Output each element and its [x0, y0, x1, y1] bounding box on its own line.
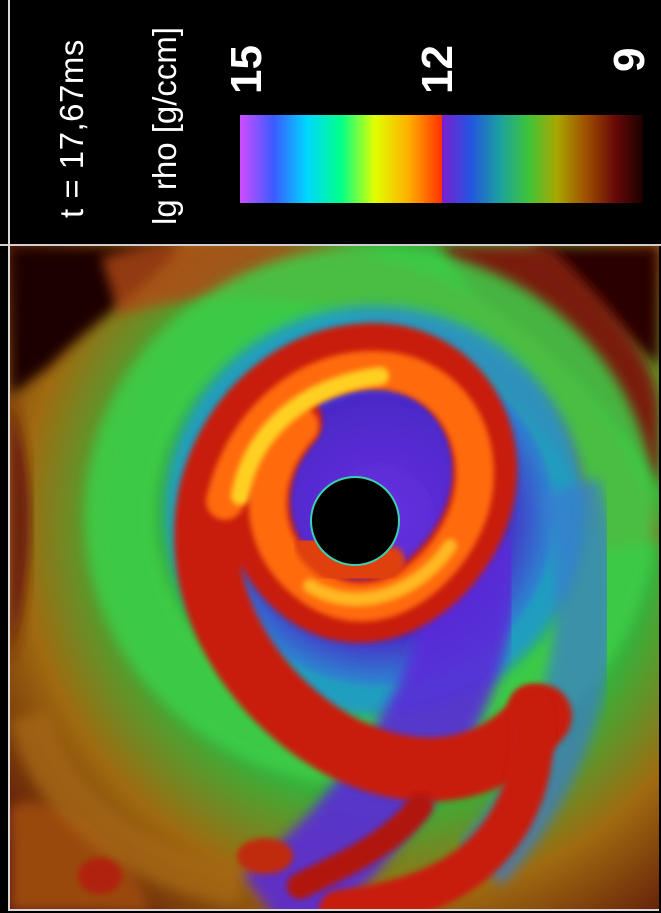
colorbar-tick-12: 12: [413, 45, 462, 94]
colorbar-tick-15: 15: [222, 45, 271, 94]
colorbar-low-segment: [442, 115, 643, 203]
density-plot: [10, 246, 659, 911]
density-map: [10, 246, 659, 911]
central-core: [310, 476, 400, 566]
colorbar-high-segment: [240, 115, 442, 203]
colorbar-tick-9: 9: [605, 47, 654, 72]
time-label: t = 17,67ms: [53, 39, 90, 218]
legend-panel: t = 17,67ms lg rho [g/ccm] 15 12 9: [0, 0, 661, 246]
colorbar: [240, 115, 643, 203]
quantity-label: lg rho [g/ccm]: [146, 26, 183, 225]
